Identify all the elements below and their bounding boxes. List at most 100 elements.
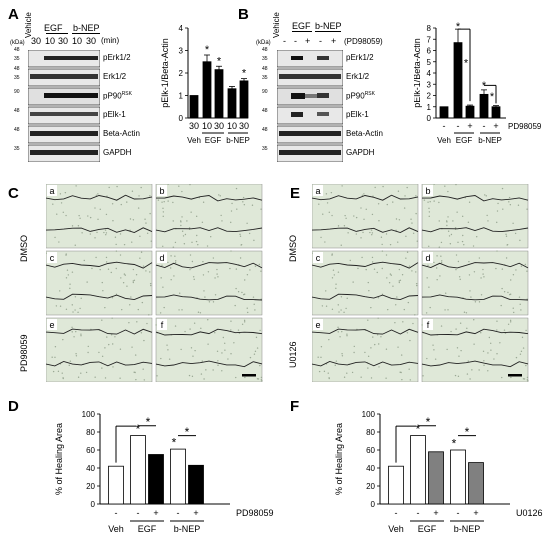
wound-edge [155, 360, 263, 368]
scale-bar [508, 374, 522, 377]
cell-texture [377, 296, 380, 299]
cell-texture [184, 330, 186, 333]
cell-texture [62, 338, 64, 341]
cell-texture [388, 282, 391, 284]
cell-texture [416, 240, 418, 242]
marker: 48 [262, 47, 268, 53]
cell-texture [216, 268, 218, 271]
cell-texture [163, 200, 165, 203]
min-label: (min) [101, 36, 120, 45]
cell-texture [408, 368, 410, 370]
cell-texture [60, 202, 63, 204]
category-label: - [457, 508, 460, 518]
cell-texture [513, 311, 515, 314]
cell-texture [108, 186, 110, 189]
cell-texture [452, 220, 454, 222]
cell-texture [427, 201, 429, 203]
cell-texture [230, 320, 232, 322]
cell-texture [377, 317, 379, 319]
cell-texture [503, 329, 506, 331]
cell-texture [222, 336, 225, 339]
scratch-image [155, 250, 263, 316]
bnep-label: b-NEP [315, 21, 342, 31]
cell-texture [106, 195, 108, 197]
cell-texture [323, 370, 326, 373]
cell-texture [242, 196, 245, 199]
cell-texture [357, 267, 359, 270]
cell-texture [509, 321, 512, 323]
cell-texture [243, 321, 246, 323]
scratch-image [421, 250, 529, 316]
cell-texture [380, 336, 382, 338]
cell-texture [478, 369, 480, 371]
cell-texture [235, 376, 237, 379]
row-label-dmso: DMSO [19, 235, 29, 262]
cell-texture [230, 329, 232, 331]
blot-row-label: pElk-1 [346, 110, 369, 119]
cell-texture [149, 195, 151, 197]
cell-texture [174, 325, 177, 327]
cell-texture [135, 274, 138, 276]
cell-texture [249, 356, 252, 359]
cell-texture [216, 273, 218, 275]
cell-texture [174, 261, 177, 264]
cell-texture [216, 350, 219, 352]
cell-texture [162, 286, 164, 288]
cell-texture [102, 290, 104, 292]
cell-texture [321, 305, 324, 307]
cell-texture [480, 277, 482, 279]
cell-texture [456, 347, 459, 349]
cell-texture [389, 273, 392, 275]
cell-texture [506, 244, 508, 246]
cell-texture [446, 224, 448, 227]
cell-texture [415, 212, 417, 215]
cell-texture [337, 331, 339, 333]
scale-bar [242, 374, 256, 377]
cell-texture [205, 369, 207, 371]
cell-texture [525, 329, 527, 332]
cell-texture [493, 358, 495, 360]
cell-texture [501, 268, 504, 270]
cell-texture [111, 296, 114, 299]
cell-texture [173, 275, 175, 277]
cell-texture [105, 233, 107, 236]
category-label: + [493, 121, 498, 131]
category-label: + [433, 508, 438, 518]
inhibitor-label: (PD98059) [344, 37, 383, 46]
cell-texture [258, 263, 261, 266]
group-label: Veh [108, 524, 124, 534]
cell-texture [230, 353, 232, 355]
cell-texture [208, 301, 211, 303]
cell-texture [184, 233, 187, 236]
bar [479, 93, 489, 119]
cell-texture [429, 306, 431, 309]
cell-texture [520, 350, 523, 353]
cell-texture [65, 254, 67, 256]
cell-texture [162, 211, 165, 213]
cell-texture [363, 193, 365, 195]
cell-texture [202, 201, 205, 203]
cell-texture [346, 334, 348, 337]
cell-texture [139, 235, 141, 238]
time-label: 30 [86, 36, 97, 46]
cell-texture [483, 364, 485, 367]
kda-label: (kDa) [256, 40, 271, 46]
cell-texture [107, 268, 110, 270]
cell-texture [237, 291, 240, 293]
wound-edge [155, 328, 263, 336]
image-label: a [49, 186, 54, 196]
cell-texture [369, 231, 371, 234]
y-tick-label: 80 [86, 428, 95, 437]
cell-texture [386, 203, 388, 206]
image-label-box [157, 319, 167, 330]
cell-texture [73, 336, 75, 338]
image-label: b [425, 186, 430, 196]
cell-texture [69, 360, 72, 362]
cell-texture [405, 257, 407, 259]
cell-texture [433, 200, 435, 202]
cell-texture [484, 194, 486, 196]
cell-texture [457, 241, 459, 244]
cell-texture [361, 194, 364, 197]
cell-texture [119, 233, 122, 235]
time-label: 30 [58, 36, 69, 46]
